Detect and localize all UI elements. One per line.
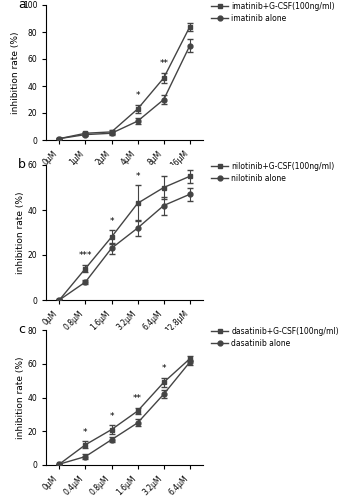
Text: **: ** [133, 394, 142, 403]
Text: a: a [18, 0, 26, 11]
Y-axis label: inhibition rate (%): inhibition rate (%) [16, 191, 25, 274]
Legend: imatinib+G-CSF(100ng/ml), imatinib alone: imatinib+G-CSF(100ng/ml), imatinib alone [211, 2, 335, 23]
Text: *: * [83, 428, 88, 436]
Text: c: c [18, 324, 25, 336]
Text: b: b [18, 158, 26, 171]
Text: ***: *** [79, 252, 92, 260]
Text: *: * [135, 172, 140, 180]
Y-axis label: inhibition rate (%): inhibition rate (%) [11, 31, 20, 114]
Legend: dasatinib+G-CSF(100ng/ml), dasatinib alone: dasatinib+G-CSF(100ng/ml), dasatinib alo… [211, 327, 339, 348]
Y-axis label: inhibition rate (%): inhibition rate (%) [16, 356, 25, 439]
Text: *: * [109, 216, 114, 226]
Text: *: * [109, 412, 114, 420]
Text: *: * [162, 364, 166, 374]
Legend: nilotinib+G-CSF(100ng/ml), nilotinib alone: nilotinib+G-CSF(100ng/ml), nilotinib alo… [211, 162, 335, 183]
Text: **: ** [159, 60, 168, 68]
Text: *: * [135, 91, 140, 100]
